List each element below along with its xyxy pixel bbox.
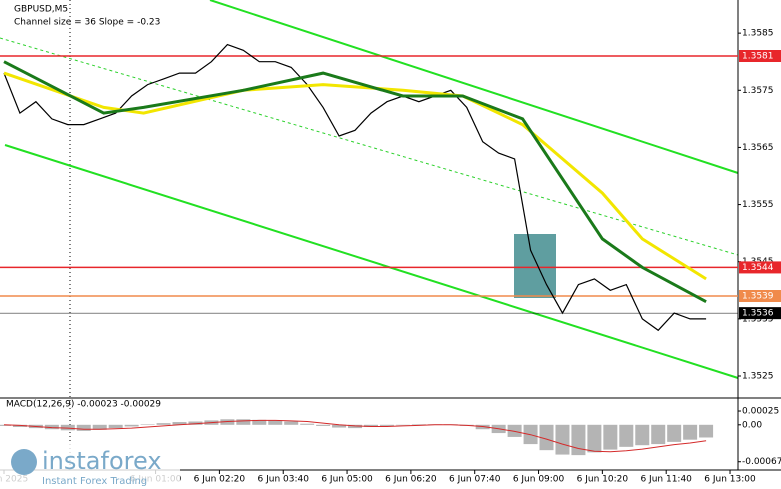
histogram-bar <box>539 424 554 451</box>
histogram-bar <box>268 420 283 425</box>
histogram-bar <box>667 424 682 442</box>
y-tick-label: 1.3525 <box>742 372 774 382</box>
channel-mid <box>0 37 739 256</box>
histogram-bar <box>300 423 315 425</box>
y-tick-label: 0.00025 <box>742 407 779 417</box>
y-tick-label: 0.00 <box>742 420 762 430</box>
histogram-bar <box>252 419 267 425</box>
x-tick-label: 6 Jun 06:20 <box>385 475 437 485</box>
histogram-bar <box>12 424 27 428</box>
level-box <box>739 50 781 62</box>
level-label: 1.3539 <box>742 292 774 302</box>
histogram-bar <box>379 424 394 426</box>
histogram-bar <box>188 421 203 425</box>
histogram-bar <box>699 424 714 438</box>
histogram-bar <box>172 422 187 425</box>
x-tick-label: 6 Jun 05:00 <box>321 475 373 485</box>
histogram-bar <box>635 424 650 446</box>
histogram-bar <box>411 424 426 425</box>
histogram-bar <box>395 424 410 426</box>
x-tick-label: 6 Jun 09:00 <box>513 475 565 485</box>
level-label: 1.3581 <box>742 52 774 62</box>
x-tick-label: 6 Jun 07:40 <box>449 475 501 485</box>
x-tick-label: 6 Jun 10:20 <box>577 475 629 485</box>
level-label: 1.3536 <box>742 309 774 319</box>
chart-title: GBPUSD,M5 <box>14 5 68 15</box>
position-box <box>514 234 556 298</box>
y-tick-label: 1.3575 <box>742 86 774 96</box>
histogram-bar <box>475 424 490 430</box>
x-tick-label: 6 Jun 13:00 <box>704 475 756 485</box>
histogram-bar <box>60 424 75 431</box>
x-tick-label: 6 Jun 03:40 <box>258 475 310 485</box>
level-box <box>739 290 781 302</box>
y-tick-label: 1.3565 <box>742 143 774 153</box>
macd-title: MACD(12,26,9) -0.00023 -0.00029 <box>6 400 161 410</box>
series-line <box>3 43 707 332</box>
signal-line <box>3 419 707 453</box>
level-label: 1.3544 <box>742 263 774 273</box>
logo-icon <box>11 449 37 475</box>
channel-upper <box>209 0 739 174</box>
series-line <box>3 71 707 281</box>
histogram-bar <box>587 424 602 453</box>
logo-text: instaforex <box>42 447 162 475</box>
chart-subtitle: Channel size = 36 Slope = -0.23 <box>14 18 160 28</box>
histogram-bar <box>332 424 347 428</box>
histogram-bar <box>92 424 107 430</box>
level-box <box>739 307 781 320</box>
histogram-bar <box>363 424 378 428</box>
histogram-bar <box>124 424 139 427</box>
histogram-bar <box>156 423 171 425</box>
y-tick-label: 1.3555 <box>742 200 774 210</box>
histogram-bar <box>140 424 155 425</box>
level-box <box>739 261 781 274</box>
histogram-bar <box>619 424 634 447</box>
logo-tagline: Instant Forex Trading <box>42 476 147 487</box>
logo: instaforex Instant Forex Trading <box>0 444 180 489</box>
histogram-bar <box>44 424 59 430</box>
series-line <box>3 60 707 304</box>
histogram-bar <box>76 424 91 431</box>
channel-lower <box>4 144 739 379</box>
histogram-bar <box>555 424 570 455</box>
y-tick-label: -0.00067 <box>742 457 781 467</box>
histogram-bar <box>683 424 698 440</box>
histogram-bar <box>316 424 331 426</box>
histogram-bar <box>108 424 123 429</box>
y-tick-label: 1.3535 <box>742 314 774 324</box>
histogram-bar <box>603 424 618 450</box>
histogram-bar <box>284 421 299 425</box>
histogram-bar <box>236 419 251 425</box>
histogram-bar <box>507 424 522 437</box>
x-tick-label: 6 Jun 11:40 <box>640 475 692 485</box>
histogram-bar <box>571 424 586 456</box>
y-tick-label: 1.3585 <box>742 29 774 39</box>
histogram-bar <box>651 424 666 445</box>
histogram-bar <box>348 424 363 429</box>
histogram-bar <box>220 419 235 425</box>
x-tick-label: 6 Jun 02:20 <box>194 475 246 485</box>
